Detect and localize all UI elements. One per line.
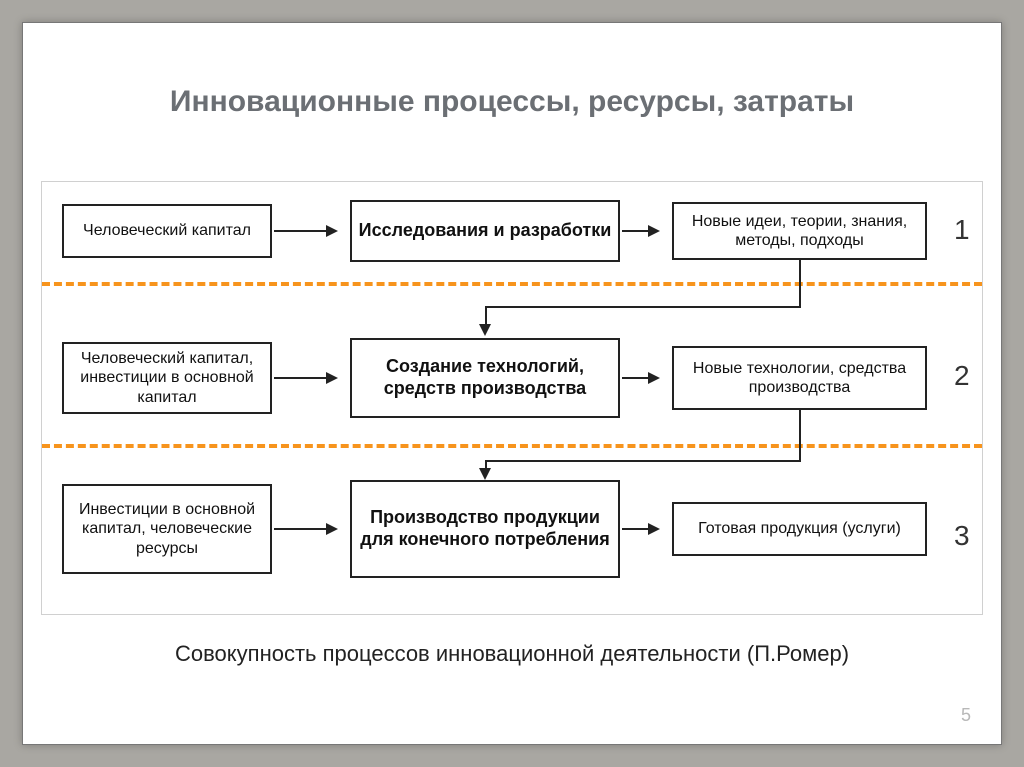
outer-frame: Инновационные процессы, ресурсы, затраты…: [0, 0, 1024, 767]
row3-right-label: Готовая продукция (услуги): [698, 519, 901, 538]
connector-v-r1-a: [799, 260, 801, 308]
connector-h-r2: [485, 460, 801, 462]
slide-title: Инновационные процессы, ресурсы, затраты: [23, 85, 1001, 119]
row1-center-label: Исследования и разработки: [359, 220, 612, 242]
row1-left-box: Человеческий капитал: [62, 204, 272, 258]
row2-right-box: Новые технологии, средства производства: [672, 346, 927, 410]
row3-number: 3: [954, 520, 970, 552]
row1-center-box: Исследования и разработки: [350, 200, 620, 262]
arrow-r3-left-to-center: [274, 528, 336, 530]
arrow-r2-left-to-center: [274, 377, 336, 379]
row1-right-box: Новые идеи, теории, знания, методы, подх…: [672, 202, 927, 260]
connector-v-r2-a: [799, 410, 801, 462]
row2-number: 2: [954, 360, 970, 392]
row3-left-box: Инвестиции в основной капитал, человечес…: [62, 484, 272, 574]
connector-h-r1: [485, 306, 801, 308]
dashed-separator-2: [42, 444, 982, 448]
connector-v-r1-b: [485, 306, 487, 326]
arrow-r1-left-to-center: [274, 230, 336, 232]
row3-left-label: Инвестиции в основной капитал, человечес…: [70, 500, 264, 558]
slide: Инновационные процессы, ресурсы, затраты…: [22, 22, 1002, 745]
row3-center-box: Производство продукции для конечного пот…: [350, 480, 620, 578]
arrow-down-head-r2: [479, 468, 491, 480]
caption: Совокупность процессов инновационной дея…: [23, 641, 1001, 667]
row3-right-box: Готовая продукция (услуги): [672, 502, 927, 556]
row2-left-box: Человеческий капитал, инвестиции в основ…: [62, 342, 272, 414]
row1-left-label: Человеческий капитал: [83, 221, 251, 240]
page-number: 5: [961, 705, 971, 726]
dashed-separator-1: [42, 282, 982, 286]
arrow-r3-center-to-right: [622, 528, 658, 530]
row3-center-label: Производство продукции для конечного пот…: [358, 507, 612, 550]
flowchart-diagram: Человеческий капитал Исследования и разр…: [41, 181, 983, 615]
row1-number: 1: [954, 214, 970, 246]
row1-right-label: Новые идеи, теории, знания, методы, подх…: [680, 212, 919, 250]
arrow-down-head-r1: [479, 324, 491, 336]
arrow-r1-center-to-right: [622, 230, 658, 232]
row2-left-label: Человеческий капитал, инвестиции в основ…: [70, 349, 264, 407]
row2-right-label: Новые технологии, средства производства: [680, 359, 919, 397]
arrow-r2-center-to-right: [622, 377, 658, 379]
row2-center-box: Создание технологий, средств производств…: [350, 338, 620, 418]
row2-center-label: Создание технологий, средств производств…: [358, 356, 612, 399]
